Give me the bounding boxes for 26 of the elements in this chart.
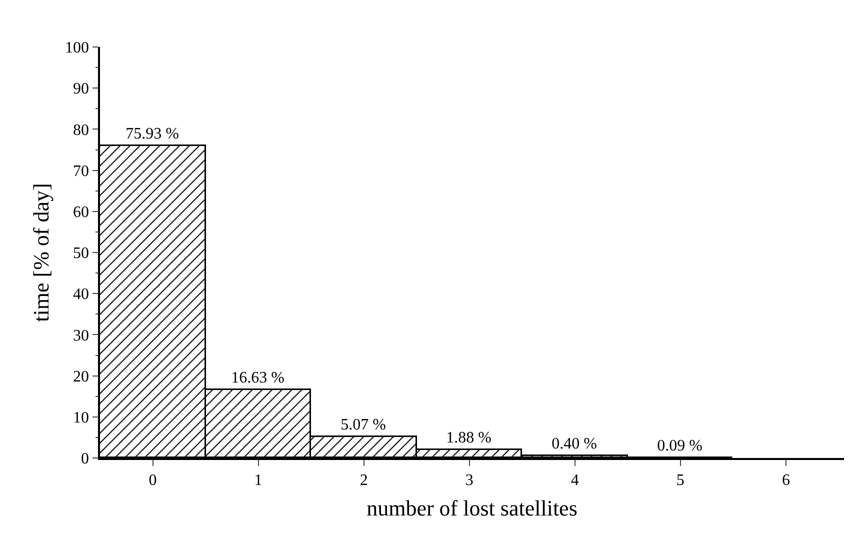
y-tick-label: 70: [73, 162, 90, 180]
y-tick-label: 30: [73, 327, 90, 344]
y-tick-label: 10: [73, 410, 90, 426]
data-label: 1.88 %: [446, 429, 492, 446]
x-tick-label: 4: [570, 472, 579, 489]
y-tick-label: 100: [65, 40, 90, 57]
data-label: 0.09 %: [657, 437, 702, 454]
y-tick-label: 80: [73, 122, 90, 139]
data-label: 16.63 %: [231, 369, 284, 386]
y-tick-label: 40: [73, 286, 90, 304]
y-tick-label: 0: [81, 450, 90, 468]
x-tick-label: 0: [148, 472, 157, 489]
x-tick-label: 1: [254, 472, 262, 489]
y-tick-label: 20: [73, 368, 90, 386]
x-tick-label: 6: [782, 472, 790, 489]
data-label: 0.40 %: [552, 435, 597, 452]
y-tick-label: 50: [73, 245, 90, 262]
x-tick-label: 2: [360, 472, 368, 489]
x-axis-title: number of lost satellites: [366, 495, 578, 520]
y-axis-title: time [% of day]: [28, 183, 54, 322]
data-label: 75.93 %: [126, 125, 179, 142]
x-tick-label: 5: [676, 472, 684, 489]
data-label: 5.07 %: [340, 416, 386, 434]
y-tick-label: 60: [73, 204, 90, 221]
y-tick-label: 90: [73, 80, 90, 98]
x-tick-label: 3: [465, 472, 474, 489]
